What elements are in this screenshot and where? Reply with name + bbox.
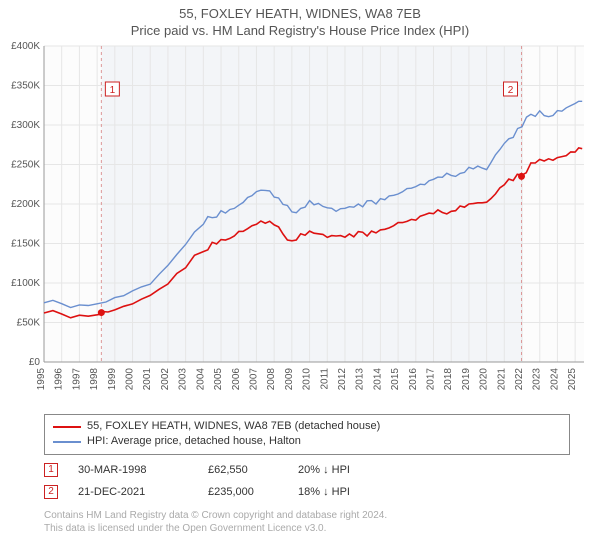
svg-text:2016: 2016: [408, 368, 419, 391]
svg-text:2023: 2023: [532, 368, 543, 391]
title-block: 55, FOXLEY HEATH, WIDNES, WA8 7EB Price …: [0, 0, 600, 38]
svg-text:2009: 2009: [284, 368, 295, 391]
transaction-marker: 1: [44, 463, 58, 477]
transaction-date: 30-MAR-1998: [78, 464, 188, 476]
svg-text:2022: 2022: [514, 368, 525, 391]
svg-text:2019: 2019: [461, 368, 472, 391]
svg-text:£200K: £200K: [11, 199, 40, 210]
svg-text:2011: 2011: [319, 368, 330, 390]
svg-text:1996: 1996: [54, 368, 65, 391]
svg-text:2020: 2020: [479, 368, 490, 391]
legend-swatch-1: [53, 426, 81, 428]
svg-text:2021: 2021: [496, 368, 507, 391]
svg-text:£350K: £350K: [11, 81, 40, 92]
svg-text:2000: 2000: [125, 368, 136, 391]
transaction-price: £235,000: [208, 486, 278, 498]
svg-text:2008: 2008: [266, 368, 277, 391]
footer: Contains HM Land Registry data © Crown c…: [44, 509, 570, 535]
transaction-pct: 18% ↓ HPI: [298, 486, 398, 498]
svg-text:2015: 2015: [390, 368, 401, 391]
legend-swatch-2: [53, 441, 81, 443]
legend-label-2: HPI: Average price, detached house, Halt…: [87, 434, 301, 449]
svg-text:2013: 2013: [355, 368, 366, 391]
svg-text:£0: £0: [29, 357, 41, 368]
svg-text:1998: 1998: [89, 368, 100, 391]
svg-text:£400K: £400K: [11, 41, 40, 52]
svg-text:2003: 2003: [178, 368, 189, 391]
transaction-list: 1 30-MAR-1998 £62,550 20% ↓ HPI 2 21-DEC-2021…: [0, 463, 600, 499]
transaction-row: 2 21-DEC-2021 £235,000 18% ↓ HPI: [44, 485, 570, 499]
title-address: 55, FOXLEY HEATH, WIDNES, WA8 7EB: [0, 6, 600, 21]
svg-text:2014: 2014: [372, 368, 383, 391]
transaction-date: 21-DEC-2021: [78, 486, 188, 498]
svg-text:2006: 2006: [231, 368, 242, 391]
legend: 55, FOXLEY HEATH, WIDNES, WA8 7EB (detac…: [44, 414, 570, 455]
svg-text:2007: 2007: [248, 368, 259, 391]
legend-row-1: 55, FOXLEY HEATH, WIDNES, WA8 7EB (detac…: [53, 419, 561, 434]
svg-text:£250K: £250K: [11, 160, 40, 171]
transaction-row: 1 30-MAR-1998 £62,550 20% ↓ HPI: [44, 463, 570, 477]
legend-row-2: HPI: Average price, detached house, Halt…: [53, 434, 561, 449]
svg-text:£50K: £50K: [17, 318, 41, 329]
svg-text:2004: 2004: [195, 368, 206, 391]
title-subtitle: Price paid vs. HM Land Registry's House …: [0, 23, 600, 38]
svg-text:2012: 2012: [337, 368, 348, 391]
svg-text:2010: 2010: [302, 368, 313, 391]
legend-label-1: 55, FOXLEY HEATH, WIDNES, WA8 7EB (detac…: [87, 419, 380, 434]
svg-text:1999: 1999: [107, 368, 118, 391]
svg-text:2018: 2018: [443, 368, 454, 391]
footer-line-2: This data is licensed under the Open Gov…: [44, 522, 570, 535]
transaction-price: £62,550: [208, 464, 278, 476]
svg-text:£300K: £300K: [11, 120, 40, 131]
svg-text:1997: 1997: [71, 368, 82, 391]
svg-text:2025: 2025: [567, 368, 578, 391]
chart-area: £0 £50K £100K £150K £200K £250K £300K £350K £400…: [0, 38, 600, 408]
svg-text:2024: 2024: [549, 368, 560, 391]
svg-text:£150K: £150K: [11, 239, 40, 250]
svg-text:1995: 1995: [36, 368, 47, 391]
svg-text:1: 1: [110, 85, 116, 96]
footer-line-1: Contains HM Land Registry data © Crown c…: [44, 509, 570, 522]
svg-text:2002: 2002: [160, 368, 171, 391]
svg-text:2017: 2017: [426, 368, 437, 391]
svg-text:2001: 2001: [142, 368, 153, 391]
svg-text:2005: 2005: [213, 368, 224, 391]
chart-svg: £0 £50K £100K £150K £200K £250K £300K £350K £400…: [0, 38, 600, 408]
transaction-marker: 2: [44, 485, 58, 499]
svg-text:£100K: £100K: [11, 278, 40, 289]
svg-text:2: 2: [508, 85, 514, 96]
transaction-pct: 20% ↓ HPI: [298, 464, 398, 476]
